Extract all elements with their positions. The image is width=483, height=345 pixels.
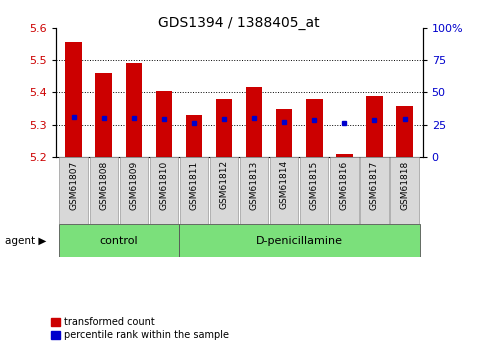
Bar (89, 157, 118, 224)
Bar (240, 157, 268, 224)
Bar (366, 96, 383, 157)
Text: GSM61810: GSM61810 (159, 160, 169, 210)
Bar (306, 99, 323, 157)
Bar (360, 157, 389, 224)
Legend: transformed count, percentile rank within the sample: transformed count, percentile rank withi… (51, 317, 229, 340)
Text: GSM61814: GSM61814 (280, 160, 289, 209)
Bar (330, 157, 358, 224)
Bar (216, 99, 232, 157)
Text: GSM61812: GSM61812 (220, 160, 228, 209)
Bar (210, 157, 238, 224)
Bar (65, 42, 82, 157)
Bar (390, 157, 419, 224)
Text: GSM61815: GSM61815 (310, 160, 319, 210)
Bar (300, 157, 328, 224)
Bar (126, 63, 142, 157)
Text: GSM61816: GSM61816 (340, 160, 349, 210)
Bar (185, 115, 202, 157)
Bar (270, 157, 298, 224)
Text: GSM61807: GSM61807 (69, 160, 78, 210)
Text: D-penicillamine: D-penicillamine (256, 236, 343, 246)
Bar (156, 91, 172, 157)
Text: control: control (99, 236, 138, 246)
Text: agent ▶: agent ▶ (5, 236, 46, 246)
Text: GSM61818: GSM61818 (400, 160, 409, 210)
Text: GSM61809: GSM61809 (129, 160, 138, 210)
Bar (59, 157, 88, 224)
Bar (150, 157, 178, 224)
Bar (396, 106, 413, 157)
Bar (96, 73, 112, 157)
Bar (180, 157, 208, 224)
Text: GSM61813: GSM61813 (250, 160, 258, 210)
Text: GDS1394 / 1388405_at: GDS1394 / 1388405_at (158, 16, 320, 30)
Bar (276, 109, 293, 157)
Text: GSM61811: GSM61811 (189, 160, 199, 210)
Bar (58, 224, 179, 257)
Bar (120, 157, 148, 224)
Bar (179, 224, 420, 257)
Text: GSM61808: GSM61808 (99, 160, 108, 210)
Bar (246, 87, 262, 157)
Text: GSM61817: GSM61817 (370, 160, 379, 210)
Bar (336, 154, 353, 157)
